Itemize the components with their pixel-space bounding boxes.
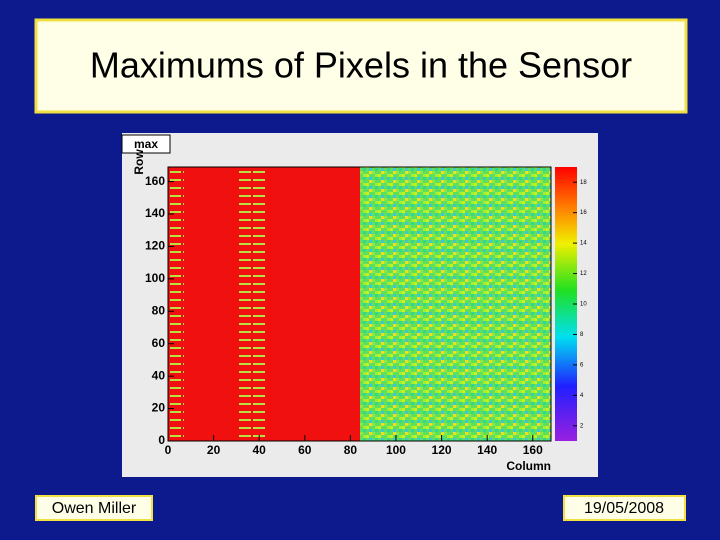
noise-region [360,167,551,441]
y-tick-label: 80 [152,303,166,317]
x-tick-label: 60 [298,443,312,457]
y-tick-label: 160 [145,174,165,188]
colorbar-tick-label: 14 [580,241,587,247]
x-tick-label: 120 [432,443,452,457]
x-tick-label: 100 [386,443,406,457]
title-box [34,18,688,114]
colorbar-tick-label: 8 [580,332,584,338]
plot-frame [167,166,552,442]
date-box [563,495,686,521]
y-tick-label: 120 [145,239,165,253]
x-tick-label: 40 [253,443,267,457]
x-tick-label: 140 [477,443,497,457]
x-tick-label: 160 [523,443,543,457]
stripe [238,167,266,441]
y-axis-label: Row [132,149,146,175]
colorbar-tick-label: 18 [580,180,587,186]
colorbar-tick-label: 12 [580,271,587,277]
colorbar [555,167,577,441]
stripe [170,167,184,441]
y-tick-label: 0 [158,433,165,447]
x-tick-label: 80 [344,443,358,457]
y-tick-label: 140 [145,206,165,220]
y-tick-label: 100 [145,271,165,285]
hist-title-box [121,134,171,154]
colorbar-tick-label: 4 [580,393,584,399]
slide-title: Maximums of Pixels in the Sensor [90,45,632,86]
hist-title: max [134,137,158,151]
colorbar-tick-label: 10 [580,302,587,308]
x-axis-label: Column [506,459,551,473]
y-tick-label: 60 [152,336,166,350]
heatmap [168,167,551,441]
x-tick-label: 0 [165,443,172,457]
author: Owen Miller [52,500,137,517]
y-tick-label: 20 [152,401,166,415]
colorbar-tick-label: 6 [580,362,584,368]
colorbar-tick-label: 2 [580,423,584,429]
author-box [35,495,153,521]
colorbar-tick-label: 16 [580,210,587,216]
y-tick-label: 40 [152,368,166,382]
date: 19/05/2008 [584,500,664,517]
x-tick-label: 20 [207,443,221,457]
